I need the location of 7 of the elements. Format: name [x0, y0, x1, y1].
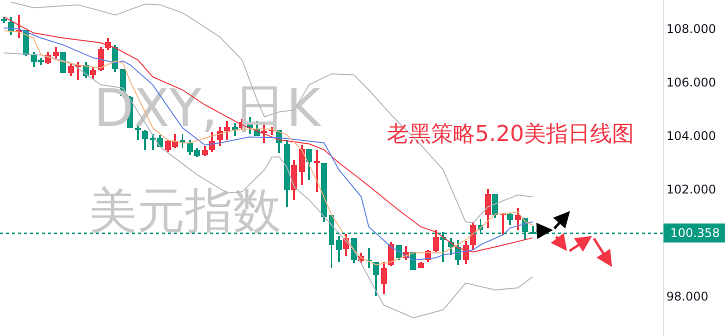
y-tick-label: 98.000: [666, 290, 708, 304]
y-tick-label: 104.000: [666, 129, 716, 144]
ref-line-label: 100.358: [670, 226, 720, 240]
y-tick-label: 106.000: [666, 76, 716, 90]
y-tick-label: 102.000: [666, 182, 716, 197]
text: 老黑策略5.20美指日线图: [387, 122, 634, 147]
y-tick-label: 108.000: [666, 22, 716, 36]
